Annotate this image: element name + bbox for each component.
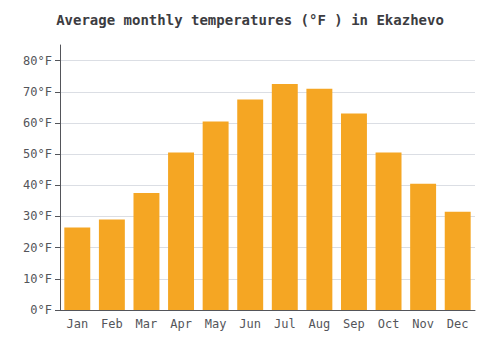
svg-text:60°F: 60°F <box>23 116 52 130</box>
svg-text:Jun: Jun <box>239 317 261 331</box>
svg-text:20°F: 20°F <box>23 241 52 255</box>
svg-text:Jul: Jul <box>274 317 296 331</box>
svg-text:Jan: Jan <box>66 317 88 331</box>
svg-text:Sep: Sep <box>343 317 365 331</box>
svg-text:50°F: 50°F <box>23 147 52 161</box>
svg-text:30°F: 30°F <box>23 209 52 223</box>
svg-text:Apr: Apr <box>170 317 192 331</box>
svg-text:Average monthly temperatures (: Average monthly temperatures (°F ) in Ek… <box>56 12 444 28</box>
svg-text:80°F: 80°F <box>23 54 52 68</box>
svg-text:40°F: 40°F <box>23 178 52 192</box>
svg-text:0°F: 0°F <box>30 303 52 317</box>
svg-text:10°F: 10°F <box>23 272 52 286</box>
svg-text:70°F: 70°F <box>23 85 52 99</box>
svg-text:Mar: Mar <box>136 317 158 331</box>
svg-text:Dec: Dec <box>447 317 469 331</box>
svg-text:Feb: Feb <box>101 317 123 331</box>
svg-text:Aug: Aug <box>309 317 331 331</box>
svg-text:Nov: Nov <box>412 317 434 331</box>
svg-text:May: May <box>205 317 227 331</box>
svg-text:Oct: Oct <box>378 317 400 331</box>
